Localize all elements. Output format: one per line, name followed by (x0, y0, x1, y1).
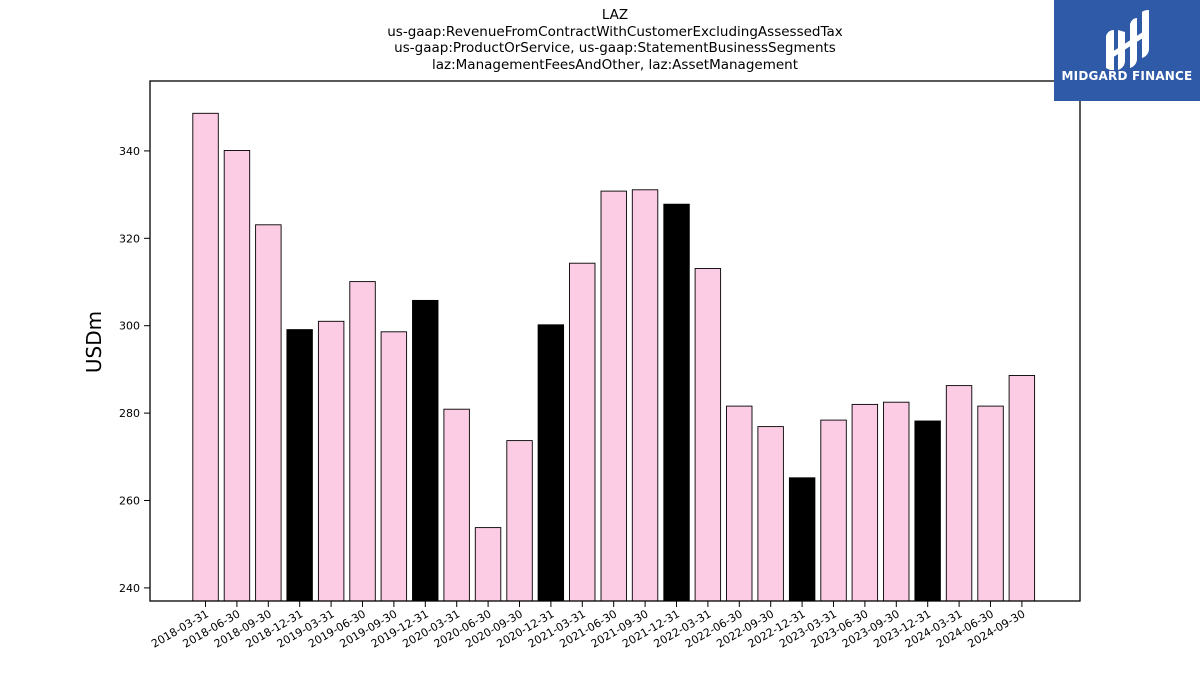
chart-title-line: LAZ (601, 7, 629, 23)
bar-2020-03-31 (443, 408, 470, 602)
bar-2022-12-31 (788, 477, 816, 602)
bar-2019-09-30 (380, 331, 408, 602)
bar-2018-12-31 (286, 329, 313, 602)
y-axis-label: USDm (82, 311, 106, 373)
y-tick-label: 260 (119, 494, 140, 507)
y-axis: 240 260 280 300 320 340 (119, 145, 150, 595)
bar-2020-06-30 (474, 527, 502, 602)
bar-2021-06-30 (600, 190, 627, 602)
midgard-logo-icon (1106, 10, 1149, 70)
bar-2019-12-31 (412, 299, 439, 602)
bar-2024-03-31 (945, 385, 973, 602)
bar-2018-09-30 (255, 224, 282, 602)
chart-title-line: us-gaap:ProductOrService, us-gaap:Statem… (394, 40, 836, 56)
bar-2024-09-30 (1008, 375, 1036, 602)
brand-logo-text: MIDGARD FINANCE (1061, 69, 1193, 83)
bar-2022-03-31 (694, 268, 722, 602)
bar-2018-06-30 (223, 150, 251, 602)
bar-2023-03-31 (820, 419, 847, 602)
y-tick-label: 240 (119, 582, 140, 595)
bar-2023-09-30 (883, 401, 910, 602)
bar-2023-06-30 (851, 403, 879, 602)
x-axis: 2018-03-312018-06-302018-09-302018-12-31… (149, 601, 1027, 651)
bar-2019-06-30 (349, 281, 376, 602)
chart-title: LAZ us-gaap:RevenueFromContractWithCusto… (150, 7, 1080, 73)
bar-2021-09-30 (631, 189, 659, 602)
y-tick-label: 340 (119, 145, 140, 158)
bar-2024-06-30 (977, 405, 1004, 602)
chart-title-line: us-gaap:RevenueFromContractWithCustomerE… (387, 23, 843, 40)
bar-2021-12-31 (663, 203, 690, 602)
bar-2023-12-31 (914, 420, 941, 602)
bars-group (192, 112, 1036, 602)
brand-logo: MIDGARD FINANCE (1054, 0, 1200, 101)
plot-frame (149, 80, 1081, 602)
chart-title-line: laz:ManagementFeesAndOther, laz:AssetMan… (431, 56, 799, 73)
bar-2020-09-30 (506, 440, 533, 602)
bar-2022-09-30 (757, 426, 784, 602)
bar-2018-03-31 (192, 112, 219, 602)
bar-2020-12-31 (537, 324, 565, 602)
y-tick-label: 300 (119, 320, 140, 333)
bar-2022-06-30 (726, 405, 753, 602)
y-tick-label: 320 (119, 232, 140, 245)
bar-2019-03-31 (317, 320, 345, 602)
bar-2021-03-31 (569, 262, 596, 602)
y-tick-label: 280 (119, 407, 140, 420)
